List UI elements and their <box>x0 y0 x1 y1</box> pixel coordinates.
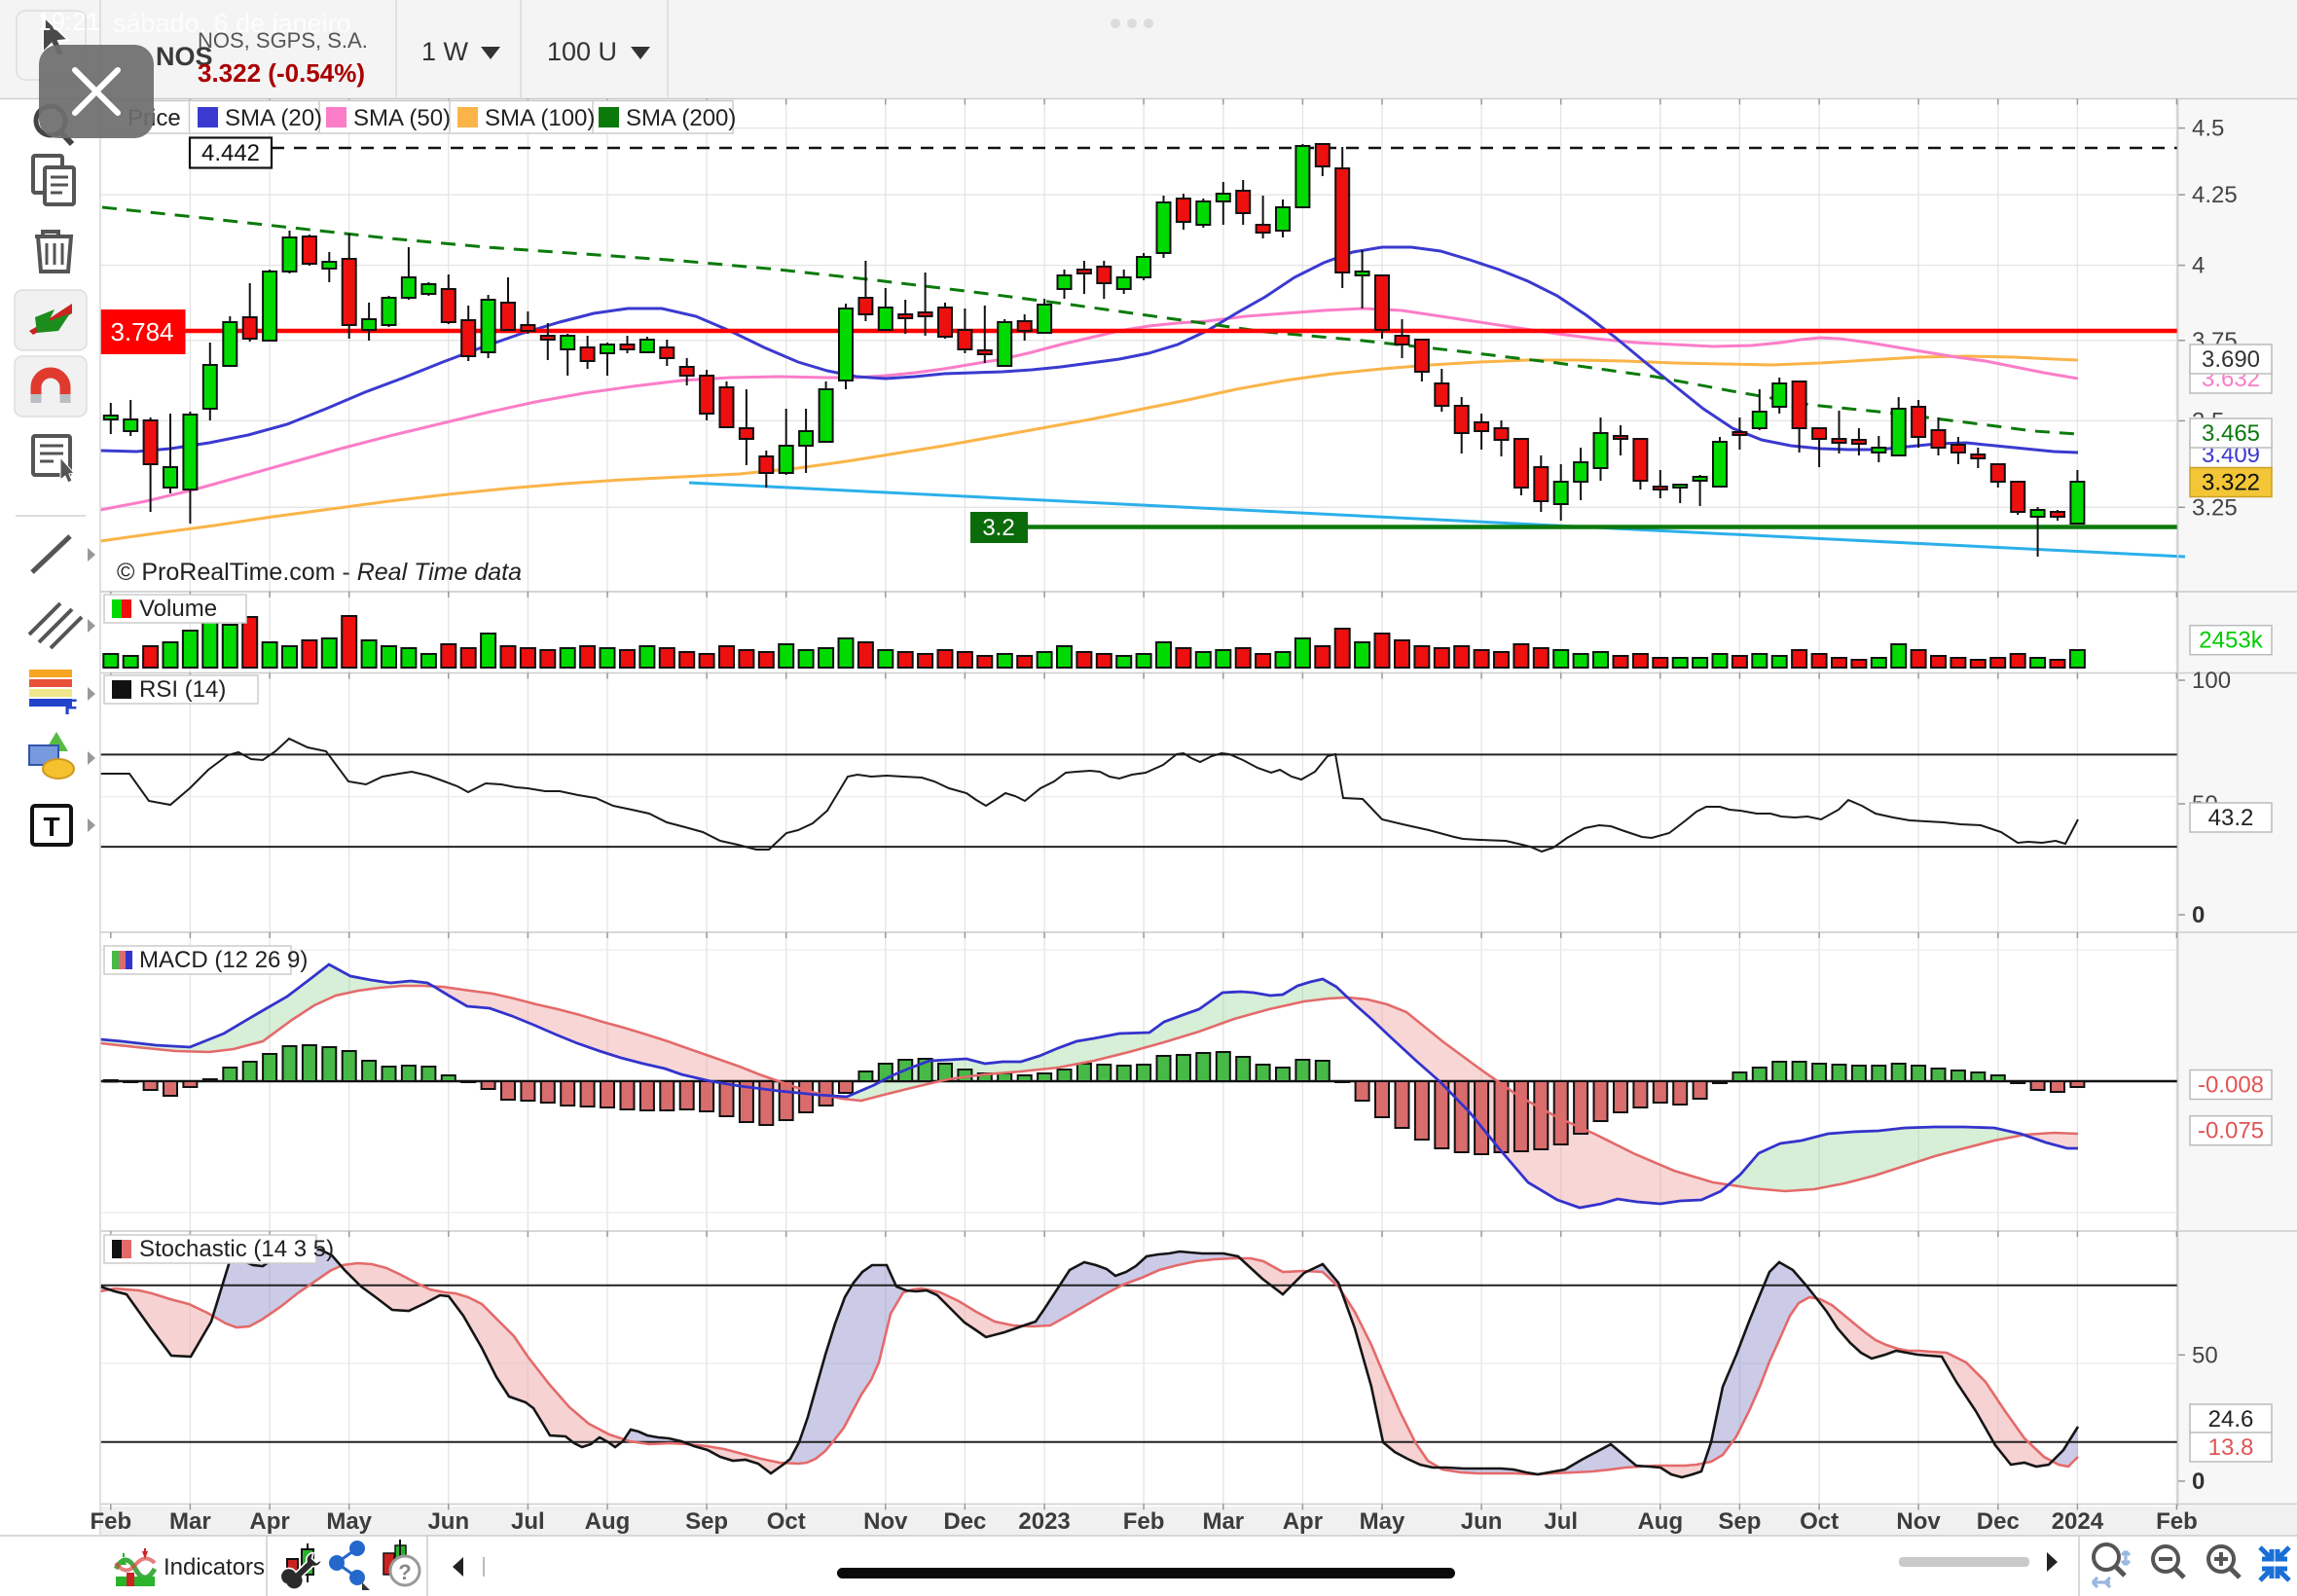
svg-text:May: May <box>1360 1508 1405 1535</box>
svg-text:Feb: Feb <box>2156 1508 2198 1535</box>
svg-text:Dec: Dec <box>1977 1508 2020 1535</box>
svg-text:0: 0 <box>2192 1469 2205 1495</box>
svg-text:-0.008: -0.008 <box>2198 1072 2264 1099</box>
svg-text:Apr: Apr <box>249 1508 289 1535</box>
svg-text:2023: 2023 <box>1018 1508 1070 1535</box>
svg-text:Jul: Jul <box>1544 1508 1578 1535</box>
svg-text:100: 100 <box>2192 668 2231 694</box>
svg-text:Nov: Nov <box>1896 1508 1941 1535</box>
svg-text:43.2: 43.2 <box>2208 805 2254 831</box>
svg-text:Aug: Aug <box>585 1508 631 1535</box>
svg-text:Sep: Sep <box>685 1508 728 1535</box>
svg-text:Aug: Aug <box>1637 1508 1683 1535</box>
svg-text:3.690: 3.690 <box>2202 346 2260 373</box>
svg-text:Sep: Sep <box>1718 1508 1761 1535</box>
svg-text:1 W: 1 W <box>421 37 469 66</box>
svg-text:4.5: 4.5 <box>2192 116 2224 142</box>
svg-text:SMA (20): SMA (20) <box>225 105 322 131</box>
svg-text:SMA (50): SMA (50) <box>353 105 451 131</box>
svg-text:3.25: 3.25 <box>2192 494 2238 521</box>
svg-text:50: 50 <box>2192 1342 2218 1368</box>
svg-text:-0.075: -0.075 <box>2198 1118 2264 1144</box>
svg-text:4.442: 4.442 <box>201 140 260 166</box>
svg-text:2024: 2024 <box>2052 1508 2104 1535</box>
svg-text:Oct: Oct <box>767 1508 806 1535</box>
svg-text:Stochastic (14 3 5): Stochastic (14 3 5) <box>139 1236 334 1262</box>
svg-text:13.8: 13.8 <box>2208 1434 2254 1461</box>
svg-text:?: ? <box>398 1560 411 1584</box>
svg-text:3.465: 3.465 <box>2202 420 2260 447</box>
svg-text:Feb: Feb <box>90 1508 131 1535</box>
svg-text:Mar: Mar <box>169 1508 211 1535</box>
svg-text:3.322 (-0.54%): 3.322 (-0.54%) <box>198 58 365 88</box>
svg-text:© ProRealTime.com - Real Time: © ProRealTime.com - Real Time data <box>117 559 522 586</box>
svg-text:Jun: Jun <box>427 1508 469 1535</box>
svg-text:2453k: 2453k <box>2199 628 2263 654</box>
svg-text:NOS, SGPS, S.A.: NOS, SGPS, S.A. <box>198 28 368 53</box>
svg-text:Jul: Jul <box>511 1508 545 1535</box>
svg-text:SMA (200): SMA (200) <box>626 105 736 131</box>
svg-text:Dec: Dec <box>943 1508 986 1535</box>
svg-text:Volume: Volume <box>139 596 217 622</box>
svg-text:3.784: 3.784 <box>110 317 173 346</box>
svg-text:Indicators: Indicators <box>164 1554 265 1580</box>
svg-text:SMA (100): SMA (100) <box>485 105 595 131</box>
svg-text:RSI (14): RSI (14) <box>139 676 226 703</box>
svg-text:Oct: Oct <box>1800 1508 1839 1535</box>
svg-text:Nov: Nov <box>863 1508 908 1535</box>
svg-text:0: 0 <box>2192 902 2205 928</box>
svg-text:sábado, 6 de janeiro: sábado, 6 de janeiro <box>113 9 351 38</box>
svg-text:Mar: Mar <box>1202 1508 1244 1535</box>
svg-text:24.6: 24.6 <box>2208 1406 2254 1433</box>
svg-text:May: May <box>326 1508 372 1535</box>
svg-text:Feb: Feb <box>1123 1508 1165 1535</box>
svg-text:MACD (12 26 9): MACD (12 26 9) <box>139 947 308 973</box>
svg-text:NOS: NOS <box>156 42 213 71</box>
svg-text:T: T <box>43 812 59 842</box>
svg-text:19:21: 19:21 <box>37 7 100 36</box>
svg-text:3.2: 3.2 <box>982 515 1014 541</box>
svg-text:4.25: 4.25 <box>2192 182 2238 208</box>
svg-text:F: F <box>64 695 77 719</box>
svg-text:4: 4 <box>2192 253 2205 279</box>
svg-text:Apr: Apr <box>1283 1508 1323 1535</box>
svg-text:3.322: 3.322 <box>2202 470 2260 496</box>
svg-text:Jun: Jun <box>1461 1508 1503 1535</box>
svg-text:100 U: 100 U <box>547 37 617 66</box>
